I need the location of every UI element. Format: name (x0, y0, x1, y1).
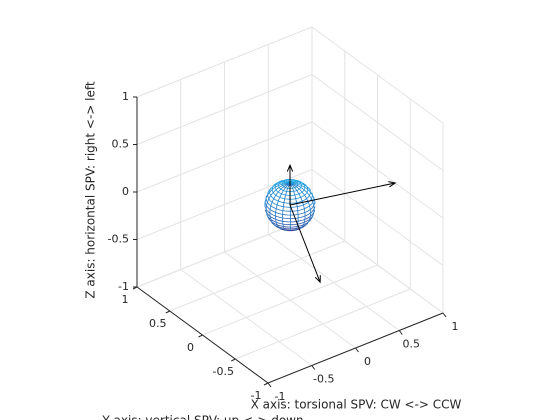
x-tick-label: -0.5 (313, 373, 334, 386)
grid-line (136, 216, 313, 288)
sphere-mesh (289, 182, 315, 219)
grid-line (136, 26, 313, 98)
grid-line (311, 74, 444, 171)
x-tick-label: 0.5 (403, 338, 421, 351)
y-tick-label: 0 (187, 341, 194, 354)
sphere-mesh (269, 182, 291, 227)
sphere-mesh (264, 200, 316, 216)
sphere-mesh (281, 180, 291, 184)
grid-line (136, 74, 313, 145)
sphere-mesh (268, 182, 291, 192)
x-tick (267, 382, 272, 388)
vector-head (314, 275, 321, 284)
z-axis-label: Z axis: horizontal SPV: right <-> left (84, 81, 98, 299)
y-tick-label: 0.5 (149, 317, 167, 330)
x-tick (442, 312, 447, 318)
z-tick-label: -1 (118, 280, 129, 293)
z-tick-label: 1 (122, 90, 129, 103)
sphere-mesh (285, 179, 291, 184)
y-tick (231, 358, 236, 362)
sphere-mesh (289, 179, 294, 184)
sphere-mesh (289, 181, 305, 185)
y-tick (165, 310, 170, 314)
z-tick-label: -0.5 (108, 233, 129, 246)
x-tick-label: -1 (275, 390, 286, 403)
x-tick-label: 0 (364, 355, 371, 368)
sphere-mesh (289, 183, 299, 231)
x-tick-label: 1 (452, 320, 459, 333)
vector (289, 204, 321, 283)
vector-head (388, 181, 397, 188)
grid-line (311, 216, 444, 314)
x-axis-label: X axis: torsional SPV: CW <-> CCW (251, 398, 462, 412)
z-tick-label: 0.5 (112, 138, 130, 151)
sphere-mesh (290, 182, 316, 204)
grid-line (235, 288, 411, 360)
sphere-mesh (265, 182, 291, 220)
grid-line (311, 26, 444, 124)
sphere-mesh (289, 180, 299, 184)
sphere-mesh (265, 195, 315, 212)
x-tick (398, 330, 403, 335)
z-tick-label: 0 (122, 185, 129, 198)
y-tick (263, 382, 269, 386)
sphere-mesh (289, 182, 311, 191)
grid-line (311, 169, 444, 266)
y-tick-label: -1 (251, 389, 262, 402)
grid-line (169, 240, 345, 312)
grid-line (136, 169, 313, 240)
grid-line (136, 121, 313, 193)
sphere-mesh (275, 182, 291, 230)
sphere-mesh (264, 182, 290, 207)
sphere-mesh (289, 182, 311, 227)
y-tick-label: -0.5 (213, 365, 234, 378)
vector (289, 182, 396, 206)
vector-head (286, 163, 294, 172)
grid-line (311, 121, 444, 219)
y-tick-label: 1 (122, 293, 129, 306)
x-tick (355, 347, 359, 353)
sphere-mesh (282, 183, 291, 231)
sphere-mesh (274, 180, 306, 196)
sphere-mesh (289, 182, 306, 230)
y-axis-label: Y axis: vertical SPV: up <-> down (101, 414, 303, 420)
x-tick (311, 365, 316, 370)
sphere-mesh (275, 181, 291, 185)
y-tick (198, 334, 203, 338)
grid-line (202, 264, 378, 336)
